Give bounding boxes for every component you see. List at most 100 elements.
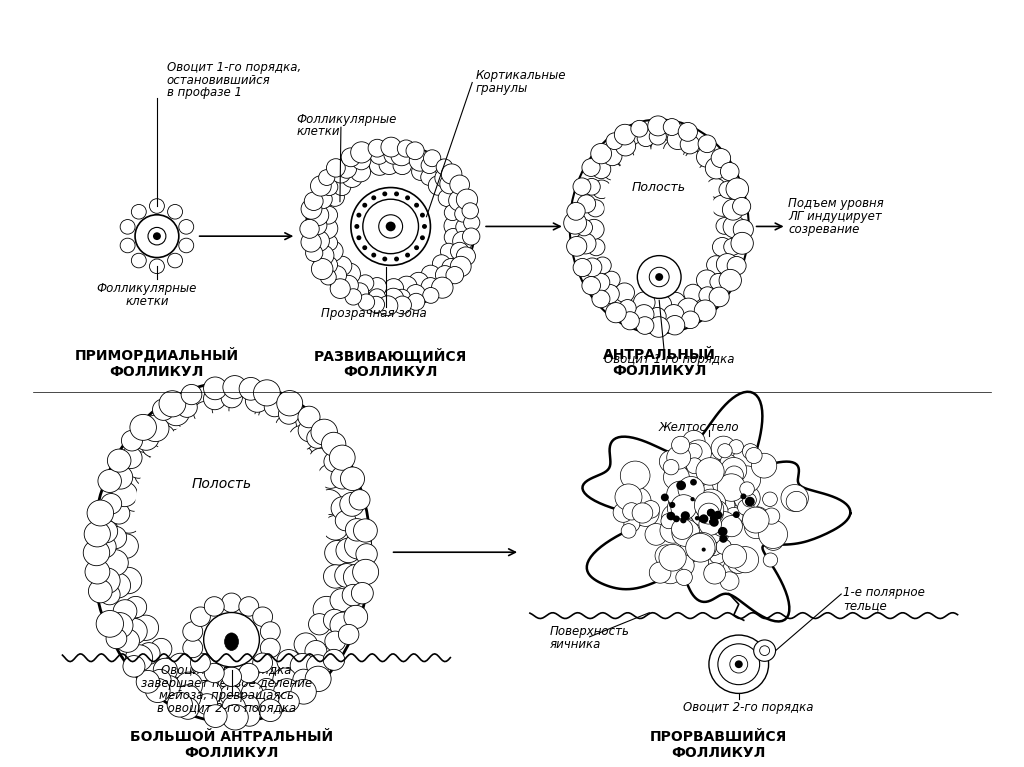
Circle shape (655, 545, 677, 567)
Circle shape (310, 176, 331, 196)
Circle shape (238, 695, 259, 716)
Circle shape (372, 252, 376, 258)
Circle shape (583, 258, 602, 277)
Circle shape (441, 164, 462, 184)
Circle shape (324, 650, 345, 670)
Circle shape (592, 290, 610, 308)
Circle shape (253, 653, 272, 673)
Circle shape (725, 466, 743, 484)
Circle shape (125, 597, 146, 617)
Circle shape (695, 508, 714, 525)
Circle shape (718, 527, 727, 536)
Circle shape (326, 188, 344, 206)
Circle shape (683, 430, 706, 453)
Circle shape (148, 227, 166, 245)
Circle shape (179, 219, 194, 234)
Circle shape (664, 465, 689, 490)
Circle shape (311, 420, 338, 445)
Circle shape (239, 663, 259, 683)
Circle shape (672, 519, 699, 547)
Circle shape (566, 236, 587, 256)
Circle shape (378, 296, 398, 316)
Circle shape (684, 463, 710, 488)
Circle shape (183, 638, 203, 657)
Circle shape (318, 170, 335, 186)
Circle shape (724, 239, 741, 255)
Circle shape (721, 163, 739, 181)
Circle shape (406, 142, 424, 160)
Circle shape (338, 624, 358, 644)
Text: Желтос тело: Желтос тело (658, 421, 739, 434)
Circle shape (642, 501, 659, 518)
Circle shape (179, 239, 194, 253)
Circle shape (120, 219, 135, 234)
Circle shape (623, 502, 640, 520)
Circle shape (305, 465, 329, 487)
Circle shape (307, 216, 327, 235)
Circle shape (386, 222, 395, 232)
Circle shape (703, 503, 718, 517)
Circle shape (190, 607, 210, 627)
Circle shape (352, 559, 379, 584)
Circle shape (453, 232, 473, 251)
Circle shape (83, 540, 110, 566)
Circle shape (673, 498, 688, 512)
Circle shape (204, 705, 227, 727)
Circle shape (695, 516, 699, 520)
Circle shape (651, 295, 672, 314)
Circle shape (183, 622, 203, 641)
Circle shape (391, 145, 413, 166)
Circle shape (228, 669, 253, 693)
Circle shape (316, 218, 338, 239)
Circle shape (715, 495, 736, 515)
Circle shape (662, 504, 689, 531)
Circle shape (721, 457, 746, 483)
Circle shape (733, 466, 761, 493)
Circle shape (636, 317, 654, 334)
Circle shape (325, 541, 350, 565)
Circle shape (731, 232, 754, 254)
Circle shape (705, 538, 723, 556)
Circle shape (221, 667, 242, 686)
Circle shape (381, 137, 401, 157)
Text: ПРОРВАВШИЙСЯ
ФОЛЛИКУЛ: ПРОРВАВШИЙСЯ ФОЛЛИКУЛ (650, 730, 787, 760)
Circle shape (330, 278, 350, 298)
Circle shape (649, 128, 667, 145)
Circle shape (154, 658, 177, 682)
Circle shape (93, 536, 116, 558)
Circle shape (603, 272, 621, 288)
Circle shape (734, 486, 760, 511)
Circle shape (712, 515, 717, 520)
Circle shape (606, 133, 624, 150)
Circle shape (393, 289, 411, 306)
Circle shape (300, 219, 319, 239)
Circle shape (679, 480, 700, 501)
Circle shape (696, 458, 724, 486)
Circle shape (760, 646, 770, 656)
Circle shape (159, 390, 185, 417)
Circle shape (168, 253, 182, 268)
Circle shape (584, 179, 600, 195)
Circle shape (676, 569, 692, 585)
Circle shape (438, 189, 456, 206)
Circle shape (691, 497, 721, 526)
Circle shape (690, 499, 719, 527)
Circle shape (136, 670, 160, 693)
Circle shape (322, 433, 346, 456)
Circle shape (351, 188, 430, 265)
Circle shape (181, 384, 202, 405)
Ellipse shape (134, 411, 329, 615)
Circle shape (720, 454, 736, 470)
Circle shape (232, 413, 255, 435)
Circle shape (649, 267, 669, 287)
Circle shape (168, 205, 182, 219)
Circle shape (672, 555, 694, 577)
Circle shape (711, 526, 729, 543)
Circle shape (239, 597, 259, 616)
Ellipse shape (224, 633, 239, 650)
Circle shape (342, 167, 362, 187)
Circle shape (671, 495, 696, 520)
Circle shape (131, 205, 146, 219)
Circle shape (406, 252, 410, 258)
Circle shape (354, 224, 359, 229)
